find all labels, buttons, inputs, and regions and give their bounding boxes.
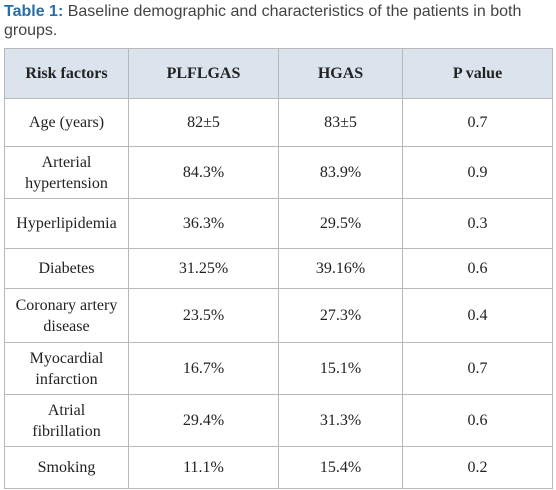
table-cell: 0.3 [402,198,553,249]
table-cell: 29.5% [278,198,403,249]
table-cell: 23.5% [128,288,279,343]
table-cell: 15.1% [278,342,403,395]
table-cell: Age (years) [4,98,129,147]
header-row: Risk factors PLFLGAS HGAS P value [4,48,553,99]
table-cell: 82±5 [128,98,279,147]
header-cell: P value [402,48,553,99]
header-cell: Risk factors [4,48,129,99]
table-cell: 83±5 [278,98,403,147]
table-cell: 0.4 [402,288,553,343]
table-cell: Atrial fibrillation [4,394,129,447]
table-cell: 11.1% [128,446,279,489]
table-cell: 15.4% [278,446,403,489]
table-row: Atrial fibrillation 29.4% 31.3% 0.6 [4,394,553,447]
table-cell: 16.7% [128,342,279,395]
table-cell: 0.9 [402,146,553,199]
table-cell: 0.2 [402,446,553,489]
table-row: Arterial hypertension 84.3% 83.9% 0.9 [4,146,553,199]
table-cell: Arterial hypertension [4,146,129,199]
table-cell: 39.16% [278,248,403,289]
table-body: Age (years) 82±5 83±5 0.7 Arterial hypertens… [4,98,553,489]
table-row: Diabetes 31.25% 39.16% 0.6 [4,248,553,289]
table-cell: 29.4% [128,394,279,447]
table-cell: Myocardial infarction [4,342,129,395]
table-cell: Diabetes [4,248,129,289]
table-cell: 84.3% [128,146,279,199]
table-cell: Hyperlipidemia [4,198,129,249]
table-cell: 31.25% [128,248,279,289]
table-cell: 0.6 [402,248,553,289]
caption-label: Table 1: [4,3,64,20]
table-cell: 0.7 [402,98,553,147]
table-cell: Coronary artery disease [4,288,129,343]
table-row: Myocardial infarction 16.7% 15.1% 0.7 [4,342,553,395]
table-cell: Smoking [4,446,129,489]
table-row: Age (years) 82±5 83±5 0.7 [4,98,553,147]
table-cell: 0.7 [402,342,553,395]
table-cell: 0.6 [402,394,553,447]
caption: Table 1: Baseline demographic and charac… [4,2,552,40]
table-row: Hyperlipidemia 36.3% 29.5% 0.3 [4,198,553,249]
caption-text: Baseline demographic and characteristics… [4,3,522,39]
table-cell: 27.3% [278,288,403,343]
table-cell: 83.9% [278,146,403,199]
header-cell: HGAS [278,48,403,99]
table-row: Coronary artery disease 23.5% 27.3% 0.4 [4,288,553,343]
table-cell: 31.3% [278,394,403,447]
table: Risk factors PLFLGAS HGAS P value Age (year… [4,48,553,489]
table-row: Smoking 11.1% 15.4% 0.2 [4,446,553,489]
table-cell: 36.3% [128,198,279,249]
header-cell: PLFLGAS [128,48,279,99]
